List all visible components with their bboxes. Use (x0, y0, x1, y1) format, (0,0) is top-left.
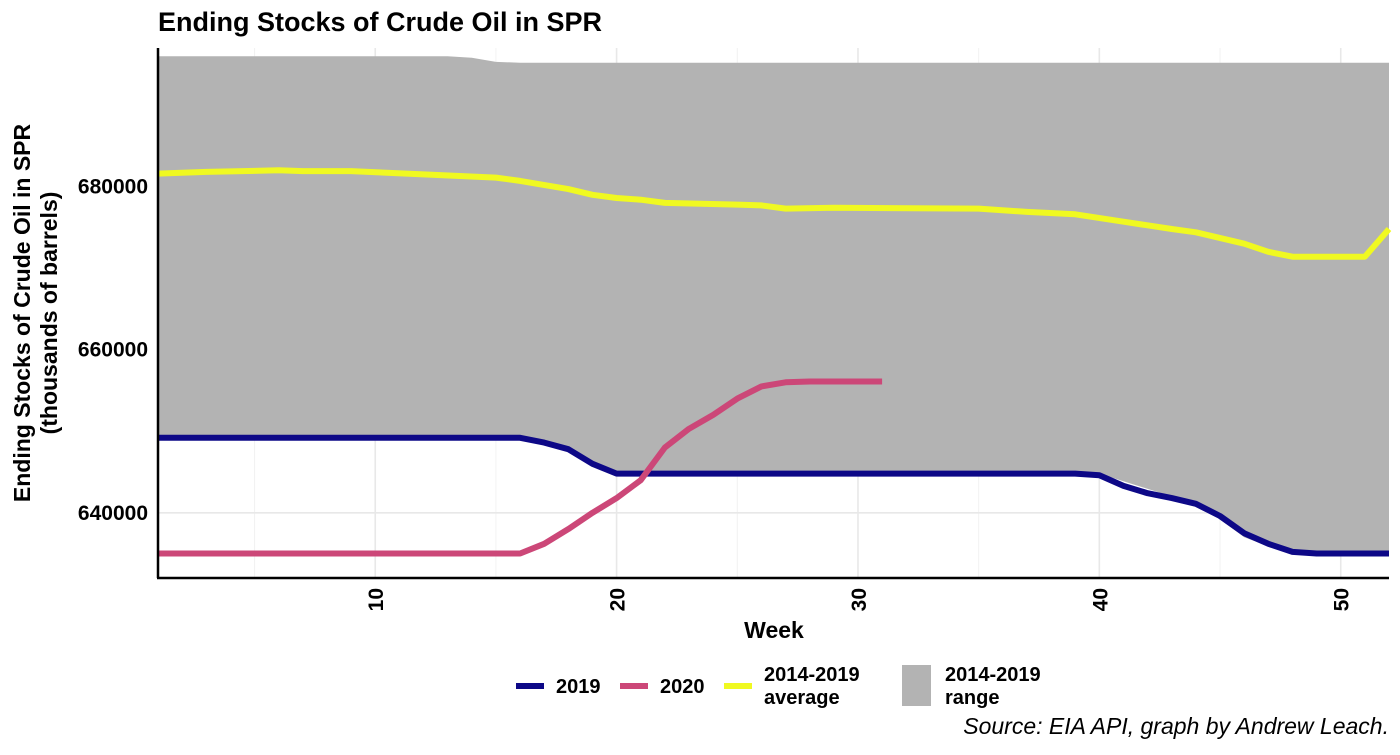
series-line-2019 (158, 434, 1389, 557)
legend-label-range-line-2: range (945, 687, 999, 709)
y-tick-label: 660000 (78, 339, 148, 362)
x-tick-label: 50 (1331, 588, 1354, 611)
series-line-2014-2019-average (157, 167, 1392, 260)
x-axis-ticks: 10 20 30 40 50 (365, 588, 1353, 611)
legend-label-average-line-1: 2014-2019 (764, 664, 860, 686)
source-caption: Source: EIA API, graph by Andrew Leach. (963, 713, 1389, 739)
y-axis-label-line-1: Ending Stocks of Crude Oil in SPR (9, 123, 35, 502)
legend-swatch-range (902, 665, 931, 706)
legend-label-2020: 2020 (660, 676, 705, 698)
range-band-layer (158, 56, 1389, 554)
y-axis-label-line-2: (thousands of barrels) (36, 192, 62, 435)
x-tick-label: 20 (607, 588, 630, 611)
x-tick-label: 40 (1089, 588, 1112, 611)
x-tick-label: 10 (365, 588, 388, 611)
x-tick-label: 30 (848, 588, 871, 611)
y-tick-label: 640000 (78, 502, 148, 525)
legend-label-average-line-2: average (764, 687, 840, 709)
chart-title: Ending Stocks of Crude Oil in SPR (158, 7, 602, 37)
range-band (158, 56, 1389, 554)
legend-item-2020: 2020 (620, 676, 705, 698)
x-axis-label: Week (744, 617, 804, 643)
legend-label-2019: 2019 (556, 676, 601, 698)
series-lines-layer (157, 167, 1392, 557)
legend-label-range-line-1: 2014-2019 (945, 664, 1041, 686)
y-axis-label: Ending Stocks of Crude Oil in SPR (thous… (9, 123, 62, 502)
y-tick-label: 680000 (78, 176, 148, 199)
series-line-2020 (158, 378, 883, 557)
legend-item-2019: 2019 (516, 676, 601, 698)
y-axis-ticks: 640000 660000 680000 (78, 176, 148, 525)
